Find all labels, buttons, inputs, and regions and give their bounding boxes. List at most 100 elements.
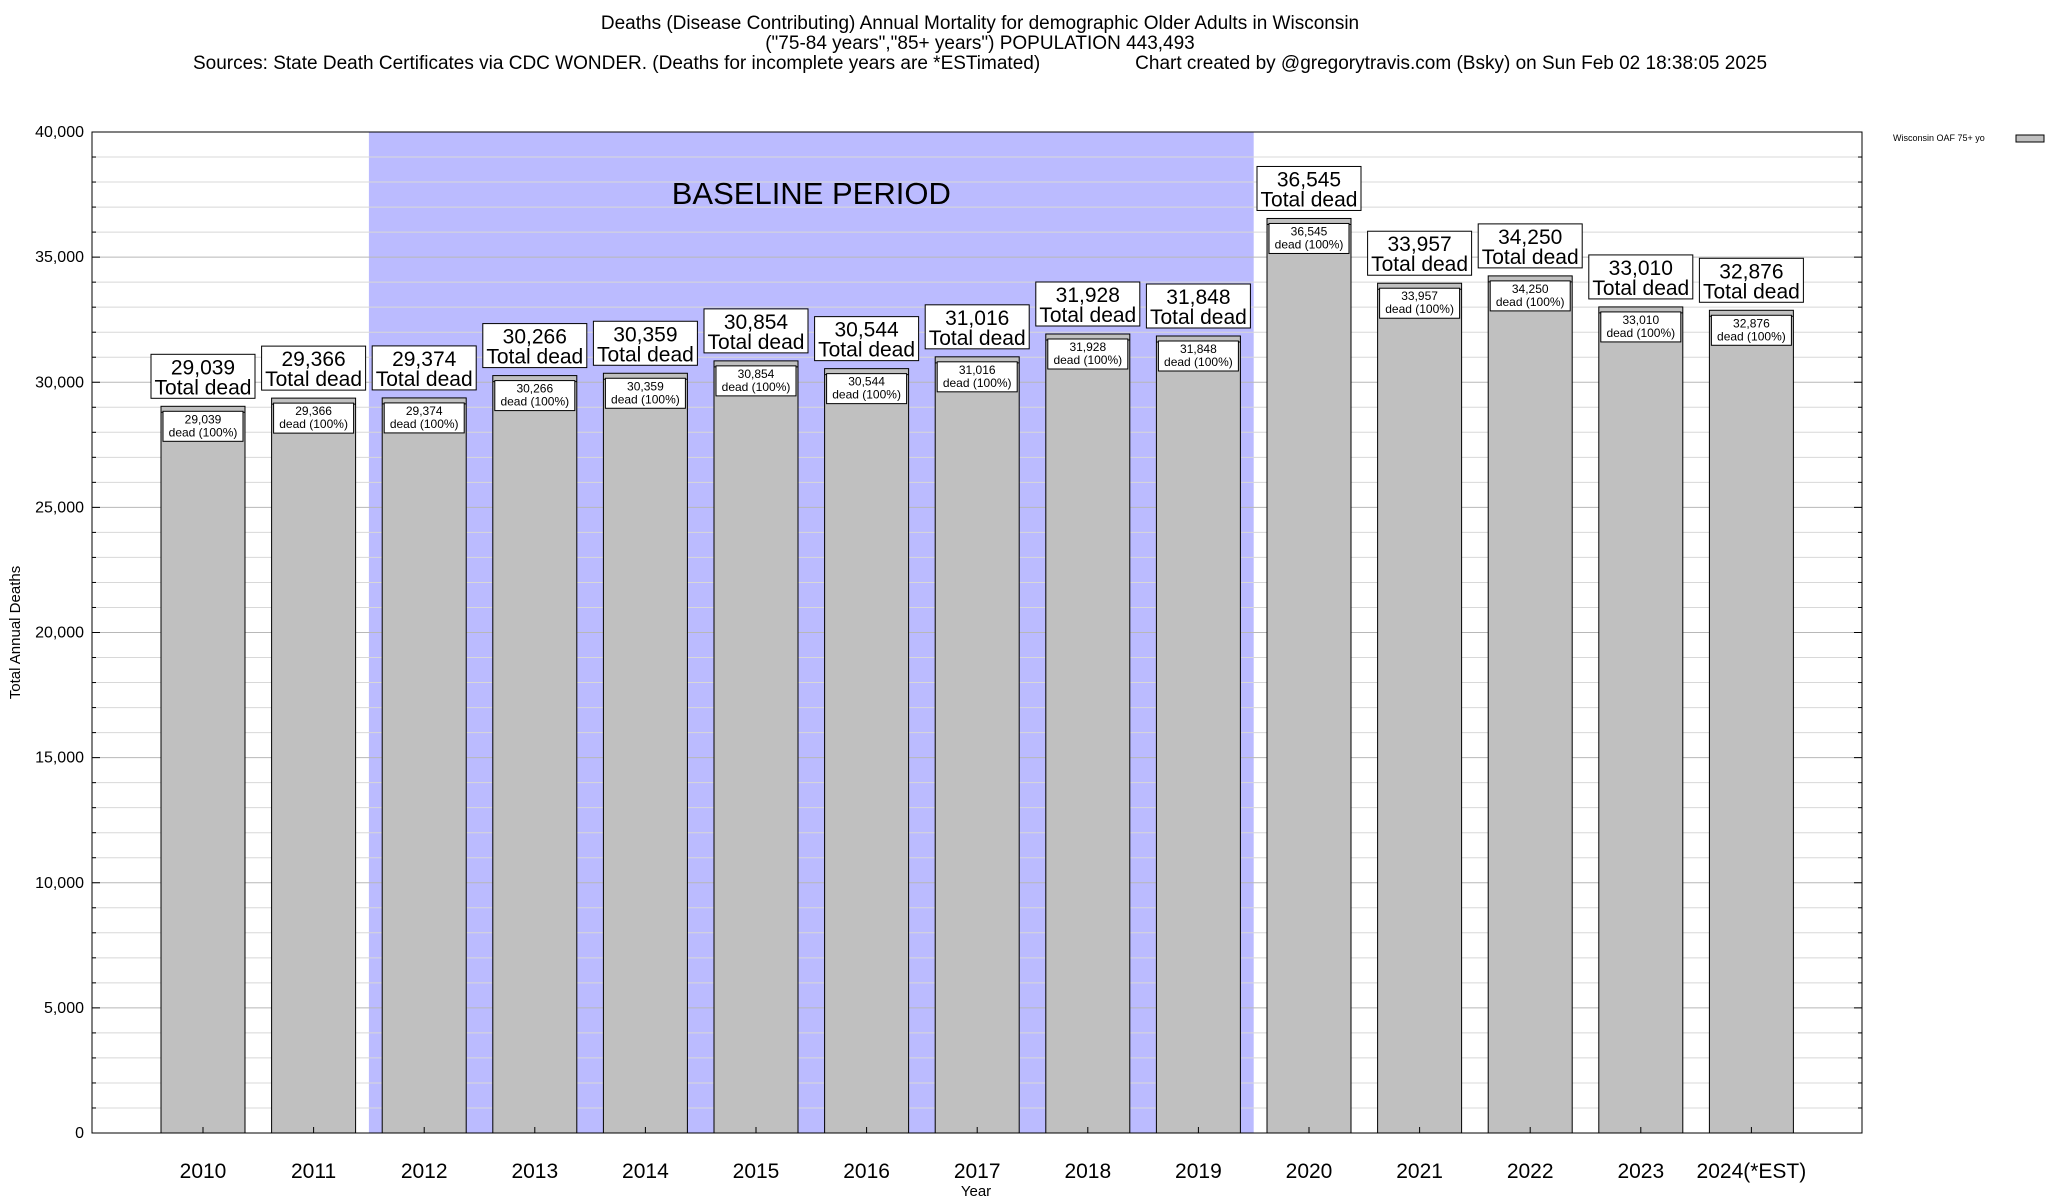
total-label-box (1367, 230, 1473, 276)
bar (1708, 309, 1794, 1134)
title-line-3: Sources: State Death Certificates via CD… (192, 53, 1768, 74)
inner-label-value: 33,957 (1401, 289, 1438, 303)
total-label-box (1145, 283, 1251, 329)
inner-label-suffix: dead (100%) (943, 376, 1012, 390)
x-tick-label: 2021 (1396, 1160, 1443, 1183)
inner-label-box (1268, 222, 1350, 254)
total-label-suffix: Total dead (818, 339, 915, 362)
total-label-suffix: Total dead (1482, 246, 1579, 269)
x-tick-label: 2018 (1064, 1160, 1111, 1183)
total-label-value: 29,374 (392, 348, 457, 371)
bar (824, 368, 910, 1134)
total-label-suffix: Total dead (1261, 188, 1358, 211)
bar (713, 360, 799, 1134)
inner-label-suffix: dead (100%) (1606, 326, 1675, 340)
total-label-suffix: Total dead (597, 343, 694, 366)
inner-label-value: 32,876 (1733, 316, 1770, 330)
bar (934, 356, 1020, 1134)
x-tick-label: 2013 (511, 1160, 558, 1183)
inner-label-value: 30,544 (848, 375, 885, 389)
total-label-box (150, 353, 256, 399)
x-tick-label: 2019 (1175, 1160, 1222, 1183)
legend-label: Wisconsin OAF 75+ yo (1893, 133, 1985, 143)
inner-label-box (273, 402, 355, 434)
inner-label-box (1600, 311, 1682, 343)
inner-label-suffix: dead (100%) (1164, 355, 1233, 369)
inner-label-suffix: dead (100%) (832, 388, 901, 402)
y-tick-label: 20,000 (35, 625, 84, 642)
bar (1155, 335, 1241, 1134)
total-label-value: 34,250 (1498, 226, 1562, 249)
total-label-suffix: Total dead (1703, 280, 1800, 303)
total-label-value: 30,544 (834, 319, 899, 342)
bar (1377, 282, 1463, 1134)
inner-label-box (604, 377, 686, 409)
total-label-box (592, 320, 698, 366)
bar (381, 397, 467, 1134)
total-label-suffix: Total dead (155, 376, 252, 399)
total-label-suffix: Total dead (929, 327, 1026, 350)
inner-label-value: 30,359 (627, 379, 664, 393)
y-tick-label: 5,000 (44, 1000, 84, 1017)
inner-label-box (1157, 340, 1239, 372)
total-label-value: 30,266 (503, 326, 567, 349)
bar (602, 372, 688, 1134)
x-axis: 2010 2011 2012 2013 2014 2015 2016 2017 2018 2019… (180, 1127, 1807, 1183)
inner-label-value: 31,928 (1069, 340, 1106, 354)
bar (1487, 275, 1573, 1134)
total-label-value: 31,928 (1056, 284, 1120, 307)
x-tick-label: 2016 (843, 1160, 890, 1183)
x-tick-label: 2014 (622, 1160, 669, 1183)
y-axis: 0 5,000 10,000 15,000 20,000 25,000 30,000 35,0… (35, 124, 1862, 1142)
total-label-box (1588, 254, 1694, 300)
total-label-suffix: Total dead (376, 368, 473, 391)
inner-label-suffix: dead (100%) (500, 395, 569, 409)
inner-label-value: 29,374 (406, 404, 443, 418)
inner-label-value: 29,039 (185, 412, 222, 426)
total-label-value: 29,039 (171, 356, 235, 379)
total-label-box (1035, 281, 1141, 327)
inner-label-suffix: dead (100%) (1385, 302, 1454, 316)
x-tick-label: 2023 (1617, 1160, 1664, 1183)
total-label-box (703, 308, 809, 354)
total-label-value: 31,848 (1166, 286, 1230, 309)
bar (160, 405, 246, 1134)
inner-label-suffix: dead (100%) (390, 417, 459, 431)
total-label-box (482, 323, 588, 369)
y-tick-label: 0 (75, 1125, 84, 1142)
bars (160, 217, 1794, 1134)
total-label-value: 30,359 (613, 323, 677, 346)
inner-label-suffix: dead (100%) (1053, 353, 1122, 367)
x-axis-title: Year (961, 1183, 991, 1200)
total-label-suffix: Total dead (1371, 253, 1468, 276)
total-label-suffix: Total dead (1592, 277, 1689, 300)
bar (492, 375, 578, 1134)
x-tick-label: 2015 (733, 1160, 780, 1183)
total-label-value: 32,876 (1719, 260, 1783, 283)
bar (271, 397, 357, 1134)
chart-title: Deaths (Disease Contributing) Annual Mor… (0, 14, 1960, 74)
x-tick-label: 2024(*EST) (1697, 1160, 1807, 1183)
title-line-1: Deaths (Disease Contributing) Annual Mor… (600, 13, 1360, 34)
x-tick-label: 2017 (954, 1160, 1001, 1183)
inner-label-box (826, 373, 908, 405)
total-label-value: 30,854 (724, 311, 789, 334)
total-label-value: 33,010 (1609, 257, 1673, 280)
legend-swatch (2015, 134, 2045, 143)
y-tick-label: 10,000 (35, 875, 84, 892)
total-label-suffix: Total dead (708, 331, 805, 354)
inner-label-box (715, 365, 797, 397)
bar (1598, 306, 1684, 1134)
inner-label-value: 34,250 (1512, 282, 1549, 296)
inner-label-value: 30,266 (516, 382, 553, 396)
inner-label-box (494, 380, 576, 412)
inner-label-value: 33,010 (1622, 313, 1659, 327)
inner-label-value: 30,854 (738, 367, 775, 381)
inner-label-suffix: dead (100%) (1717, 329, 1786, 343)
inner-label-box (1710, 314, 1792, 346)
y-tick-label: 35,000 (35, 249, 84, 266)
inner-label-suffix: dead (100%) (722, 380, 791, 394)
total-label-box (1477, 223, 1583, 269)
